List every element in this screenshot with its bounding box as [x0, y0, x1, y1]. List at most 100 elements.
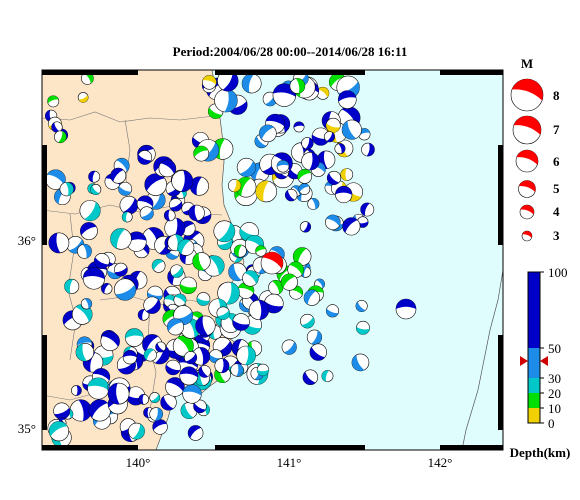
depth-tick-30: 30: [548, 371, 561, 386]
earthquake-marker: [214, 358, 230, 374]
earthquake-marker: [232, 313, 250, 331]
earthquake-marker: [202, 75, 217, 90]
earthquake-marker: [342, 217, 361, 236]
earthquake-marker: [137, 150, 153, 165]
earthquake-marker: [158, 159, 177, 178]
earthquake-marker: [119, 195, 139, 215]
depth-band-20-30: [528, 378, 540, 393]
map-frame: [41, 69, 504, 451]
earthquake-marker: [195, 315, 216, 336]
depth-marker: [520, 356, 548, 366]
earthquake-marker: [179, 366, 199, 386]
earthquake-marker: [51, 121, 63, 133]
magnitude-legend-label-8: 8: [553, 88, 560, 103]
earthquake-marker: [198, 365, 211, 378]
earthquake-marker: [361, 142, 375, 157]
lon-label-140: 140°: [126, 455, 151, 470]
earthquake-marker: [297, 169, 313, 184]
depth-tick-100: 100: [548, 265, 568, 280]
earthquake-marker: [155, 341, 167, 353]
earthquake-marker: [248, 299, 270, 321]
magnitude-legend-label-6: 6: [553, 154, 560, 169]
earthquake-marker: [101, 283, 113, 295]
earthquake-marker: [325, 117, 341, 133]
magnitude-legend-label-5: 5: [553, 181, 560, 196]
earthquake-marker: [124, 328, 144, 347]
earthquake-marker: [166, 318, 185, 336]
depth-tick-0: 0: [548, 416, 555, 431]
earthquake-marker: [110, 228, 132, 250]
earthquake-marker: [188, 204, 205, 222]
lon-label-141: 141°: [277, 455, 302, 470]
magnitude-legend-ball-5: [518, 180, 536, 198]
earthquake-marker: [169, 198, 183, 212]
earthquake-marker: [193, 399, 207, 414]
earthquake-marker: [173, 293, 187, 307]
lat-label-35: 35°: [18, 421, 36, 436]
earthquake-marker: [236, 157, 256, 177]
earthquake-marker: [71, 385, 82, 396]
earthquake-marker: [316, 86, 330, 100]
earthquake-marker: [69, 399, 92, 422]
magnitude-legend-ball-3: [521, 230, 533, 242]
earthquake-marker: [77, 92, 89, 103]
earthquake-marker: [64, 278, 80, 294]
earthquake-marker: [177, 239, 195, 256]
earthquake-marker: [216, 306, 230, 320]
earthquake-marker: [182, 384, 202, 404]
earthquake-marker: [335, 185, 353, 204]
earthquake-marker: [59, 182, 74, 197]
earthquake-marker: [325, 214, 341, 231]
earthquake-marker: [301, 137, 314, 150]
earthquake-marker: [152, 419, 168, 435]
magnitude-legend-ball-7: [512, 115, 542, 145]
earthquake-marker: [54, 130, 67, 144]
earthquake-marker: [53, 402, 71, 420]
earthquake-marker: [171, 170, 194, 193]
lat-label-36: 36°: [18, 233, 36, 248]
earthquake-marker: [113, 278, 137, 301]
earthquake-marker: [149, 407, 164, 421]
magnitude-legend-title: M: [521, 56, 533, 71]
earthquake-marker: [170, 264, 184, 278]
earthquake-marker: [179, 276, 197, 294]
depth-tick-50: 50: [548, 341, 561, 356]
earthquake-marker: [351, 353, 370, 372]
earthquake-marker: [144, 173, 167, 196]
earthquake-marker: [306, 329, 323, 345]
earthquake-marker: [280, 273, 298, 291]
earthquake-marker: [192, 252, 211, 271]
earthquake-marker: [356, 320, 370, 335]
earthquake-marker: [110, 167, 127, 184]
earthquake-marker: [214, 88, 238, 113]
depth-band-10-20: [528, 393, 540, 408]
earthquake-markers: [45, 70, 417, 448]
earthquake-marker: [48, 232, 70, 254]
earthquake-marker: [326, 170, 342, 185]
earthquake-marker: [138, 394, 150, 405]
depth-band-50-100: [528, 272, 540, 348]
earthquake-marker: [217, 70, 239, 92]
earthquake-marker: [143, 348, 157, 362]
earthquake-marker: [75, 342, 95, 362]
magnitude-legend: [510, 78, 544, 242]
earthquake-marker: [236, 345, 256, 366]
earthquake-marker: [47, 95, 60, 108]
earthquake-marker: [340, 168, 354, 181]
depth-color-scale: [527, 271, 544, 424]
earthquake-marker: [228, 262, 247, 282]
earthquake-marker: [165, 377, 185, 397]
earthquake-marker: [82, 267, 105, 290]
earthquake-marker: [233, 244, 247, 258]
earthquake-marker: [293, 121, 305, 133]
earthquake-marker: [191, 347, 211, 366]
earthquake-marker: [259, 124, 277, 143]
earthquake-marker: [79, 200, 101, 222]
depth-band-0-10: [528, 408, 540, 423]
depth-legend-title: Depth(km): [510, 445, 571, 460]
earthquake-marker: [172, 335, 194, 357]
highlighted-earthquake: [260, 251, 284, 275]
earthquake-marker: [298, 183, 311, 195]
earthquake-marker: [165, 359, 181, 376]
earthquake-marker: [149, 392, 161, 403]
